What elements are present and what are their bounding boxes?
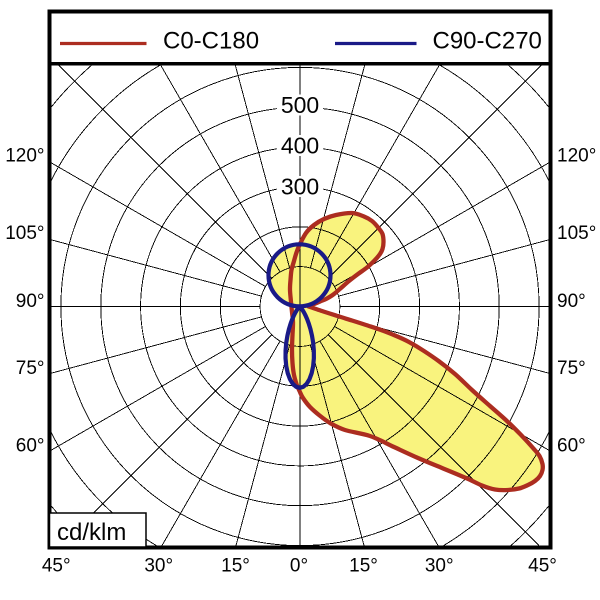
svg-text:75°: 75° <box>16 358 45 379</box>
svg-text:C0-C180: C0-C180 <box>163 28 259 55</box>
svg-text:120°: 120° <box>5 146 44 167</box>
svg-text:45°: 45° <box>42 556 71 577</box>
svg-text:90°: 90° <box>16 291 45 312</box>
svg-text:120°: 120° <box>557 146 596 167</box>
svg-text:cd/klm: cd/klm <box>57 519 126 546</box>
svg-text:300: 300 <box>281 174 319 200</box>
svg-text:105°: 105° <box>557 223 596 244</box>
svg-text:90°: 90° <box>557 291 586 312</box>
svg-text:500: 500 <box>281 92 319 118</box>
svg-text:60°: 60° <box>557 436 586 457</box>
svg-text:75°: 75° <box>557 358 586 379</box>
svg-text:0°: 0° <box>290 556 308 577</box>
svg-text:15°: 15° <box>349 556 378 577</box>
svg-text:30°: 30° <box>144 556 173 577</box>
svg-text:105°: 105° <box>5 223 44 244</box>
svg-text:30°: 30° <box>425 556 454 577</box>
svg-text:C90-C270: C90-C270 <box>433 28 542 55</box>
svg-text:15°: 15° <box>221 556 250 577</box>
svg-text:60°: 60° <box>16 436 45 457</box>
svg-text:400: 400 <box>281 133 319 159</box>
svg-text:45°: 45° <box>528 556 557 577</box>
